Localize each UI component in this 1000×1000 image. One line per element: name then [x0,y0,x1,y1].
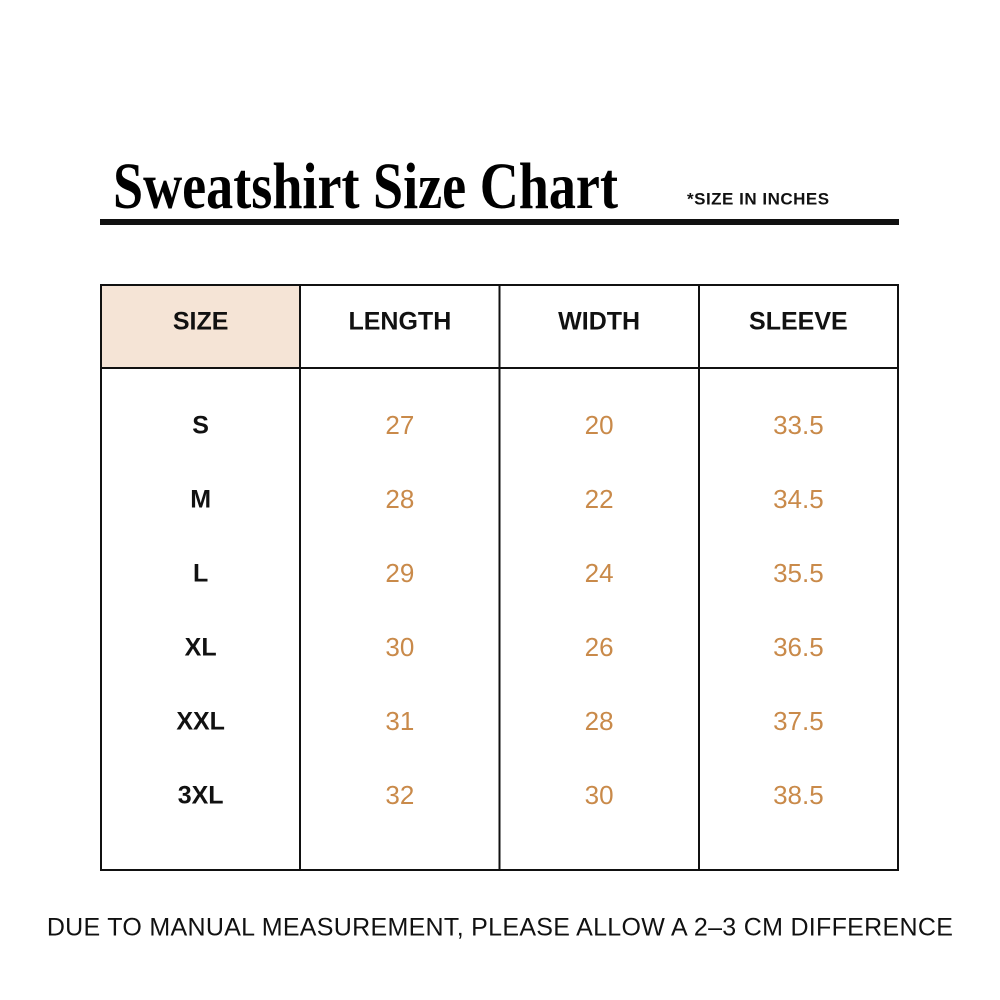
measurement: 36.5 [773,632,824,662]
unit-note: *SIZE IN INCHES [687,189,830,208]
title-rule [100,219,899,225]
column-header: WIDTH [558,308,640,336]
measurement: 30 [585,780,614,810]
column-header: SLEEVE [749,308,848,336]
measurement: 22 [585,484,614,514]
measurement: 31 [385,706,414,736]
table [100,284,899,871]
size-header-bg [101,285,300,368]
measurement: 38.5 [773,780,824,810]
size-label: XL [185,634,217,662]
measurement: 35.5 [773,558,824,588]
measurement: 37.5 [773,706,824,736]
measurement: 20 [585,410,614,440]
title: Sweatshirt Size Chart [113,150,618,223]
size-label: L [193,560,208,588]
measurement: 28 [585,706,614,736]
measurement: 32 [385,780,414,810]
size-label: S [192,412,209,440]
column-header: SIZE [173,308,229,336]
size-label: 3XL [178,782,224,810]
column-header: LENGTH [348,308,451,336]
size-label: XXL [176,708,225,736]
footer-note: DUE TO MANUAL MEASUREMENT, PLEASE ALLOW … [47,914,953,942]
measurement: 24 [585,558,614,588]
measurement: 28 [385,484,414,514]
measurement: 27 [385,410,414,440]
measurement: 29 [385,558,414,588]
size-label: M [190,486,211,514]
measurement: 34.5 [773,484,824,514]
measurement: 30 [385,632,414,662]
measurement: 33.5 [773,410,824,440]
measurement: 26 [585,632,614,662]
